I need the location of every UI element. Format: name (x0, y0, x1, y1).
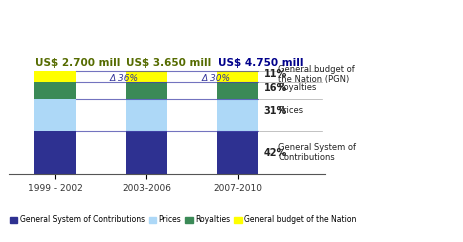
Bar (125, 71, 167, 82)
Bar (125, 99, 167, 131)
Text: 42%: 42% (263, 148, 286, 158)
Text: General budget of
the Nation (PGN): General budget of the Nation (PGN) (277, 65, 354, 84)
Text: Δ 36%: Δ 36% (110, 74, 138, 83)
Bar (34, 99, 75, 131)
Bar (217, 82, 258, 99)
Text: US$ 3.650 mill: US$ 3.650 mill (126, 58, 211, 68)
Text: US$ 2.700 mill: US$ 2.700 mill (35, 58, 120, 68)
Bar (34, 71, 75, 82)
Bar (34, 82, 75, 99)
Text: Δ 30%: Δ 30% (201, 74, 230, 83)
Bar (217, 71, 258, 82)
Bar (217, 131, 258, 174)
Text: 11%: 11% (263, 69, 286, 79)
Text: 16%: 16% (263, 83, 286, 93)
Bar (125, 82, 167, 99)
Bar (34, 131, 75, 174)
Text: US$ 4.750 mill: US$ 4.750 mill (217, 58, 303, 68)
Text: Royalties: Royalties (277, 83, 316, 92)
Bar (217, 99, 258, 131)
Bar (125, 131, 167, 174)
Legend: General System of Contributions, Prices, Royalties, General budget of the Nation: General System of Contributions, Prices,… (7, 212, 359, 227)
Text: Prices: Prices (277, 106, 303, 115)
Text: 31%: 31% (263, 106, 286, 116)
Text: General System of
Contributions: General System of Contributions (277, 143, 356, 162)
